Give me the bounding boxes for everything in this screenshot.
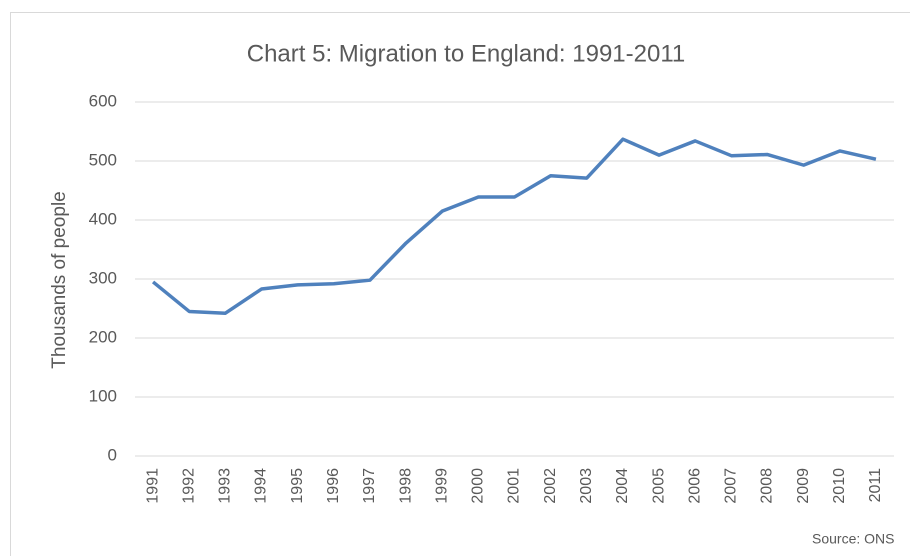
- x-tick-label: 1998: [397, 468, 414, 504]
- x-tick-label: 2000: [470, 468, 487, 504]
- y-tick-label: 600: [89, 91, 117, 110]
- source-note: Source: ONS: [812, 531, 894, 547]
- x-tick-label: 2005: [650, 468, 667, 504]
- x-tick-label: 1996: [325, 468, 342, 504]
- x-tick-label: 2002: [542, 468, 559, 504]
- x-tick-label: 1993: [217, 468, 234, 504]
- x-tick-label: 2007: [723, 468, 740, 504]
- y-tick-label: 300: [89, 268, 117, 287]
- x-tick-label: 2011: [867, 468, 884, 503]
- x-tick-label: 2010: [831, 468, 848, 504]
- x-tick-label: 1991: [144, 468, 161, 504]
- x-tick-label: 2004: [614, 468, 631, 504]
- x-tick-label: 1992: [180, 468, 197, 504]
- y-tick-label: 200: [89, 327, 117, 346]
- x-tick-label: 2008: [759, 468, 776, 504]
- y-axis-label: Thousands of people: [49, 191, 70, 368]
- y-tick-label: 0: [108, 445, 117, 464]
- x-tick-label: 1995: [289, 468, 306, 504]
- x-tick-label: 1994: [253, 468, 270, 504]
- data-line: [151, 137, 877, 315]
- y-tick-label: 400: [89, 209, 117, 228]
- x-tick-label: 2001: [506, 468, 523, 504]
- x-tick-label: 2006: [686, 468, 703, 504]
- y-tick-label: 100: [89, 386, 117, 405]
- x-tick-label: 2003: [578, 468, 595, 504]
- x-tick-label: 2009: [795, 468, 812, 504]
- x-tick-label: 1999: [433, 468, 450, 504]
- x-tick-label: 1997: [361, 468, 378, 504]
- chart-title: Chart 5: Migration to England: 1991-2011: [247, 40, 686, 67]
- y-tick-label: 500: [89, 150, 117, 169]
- chart-frame: [10, 12, 910, 556]
